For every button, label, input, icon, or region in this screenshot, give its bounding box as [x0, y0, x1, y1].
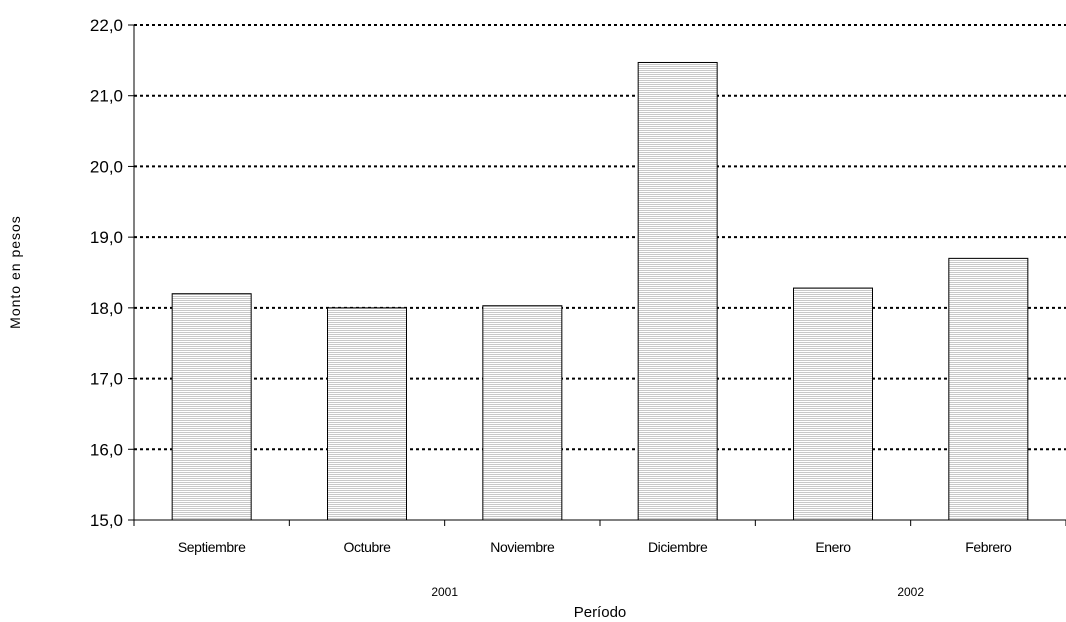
x-group-label: 2002 [897, 585, 924, 599]
gridlines [134, 24, 1066, 451]
x-category-label: Octubre [344, 539, 392, 555]
axes [128, 24, 1066, 526]
x-category-label: Enero [815, 539, 851, 555]
y-tick-label: 17,0 [90, 370, 123, 389]
x-category-label: Diciembre [648, 539, 708, 555]
y-tick-label: 18,0 [90, 299, 123, 318]
bar-septiembre [171, 293, 252, 521]
x-axis-title: Período [574, 604, 627, 621]
x-category-label: Febrero [965, 539, 1012, 555]
bar-noviembre [482, 305, 563, 521]
y-tick-label: 20,0 [90, 157, 123, 176]
labels: 15,0 16,0 17,0 18,0 19,0 20,0 21,0 22,0 Septiemb… [90, 16, 1013, 599]
y-tick-label: 19,0 [90, 228, 123, 247]
bar-enero [793, 287, 873, 521]
y-tick-label: 22,0 [90, 16, 123, 35]
x-category-label: Septiembre [178, 539, 246, 555]
y-tick-label: 21,0 [90, 87, 123, 106]
y-axis-title: Monto en pesos [7, 215, 23, 329]
bar-febrero [948, 257, 1029, 521]
bar-octubre [327, 307, 407, 521]
x-group-label: 2001 [431, 585, 458, 599]
bars [171, 61, 1029, 521]
x-category-label: Noviembre [490, 539, 555, 555]
y-tick-label: 16,0 [90, 440, 123, 459]
bar-diciembre [637, 61, 718, 521]
y-tick-label: 15,0 [90, 511, 123, 530]
